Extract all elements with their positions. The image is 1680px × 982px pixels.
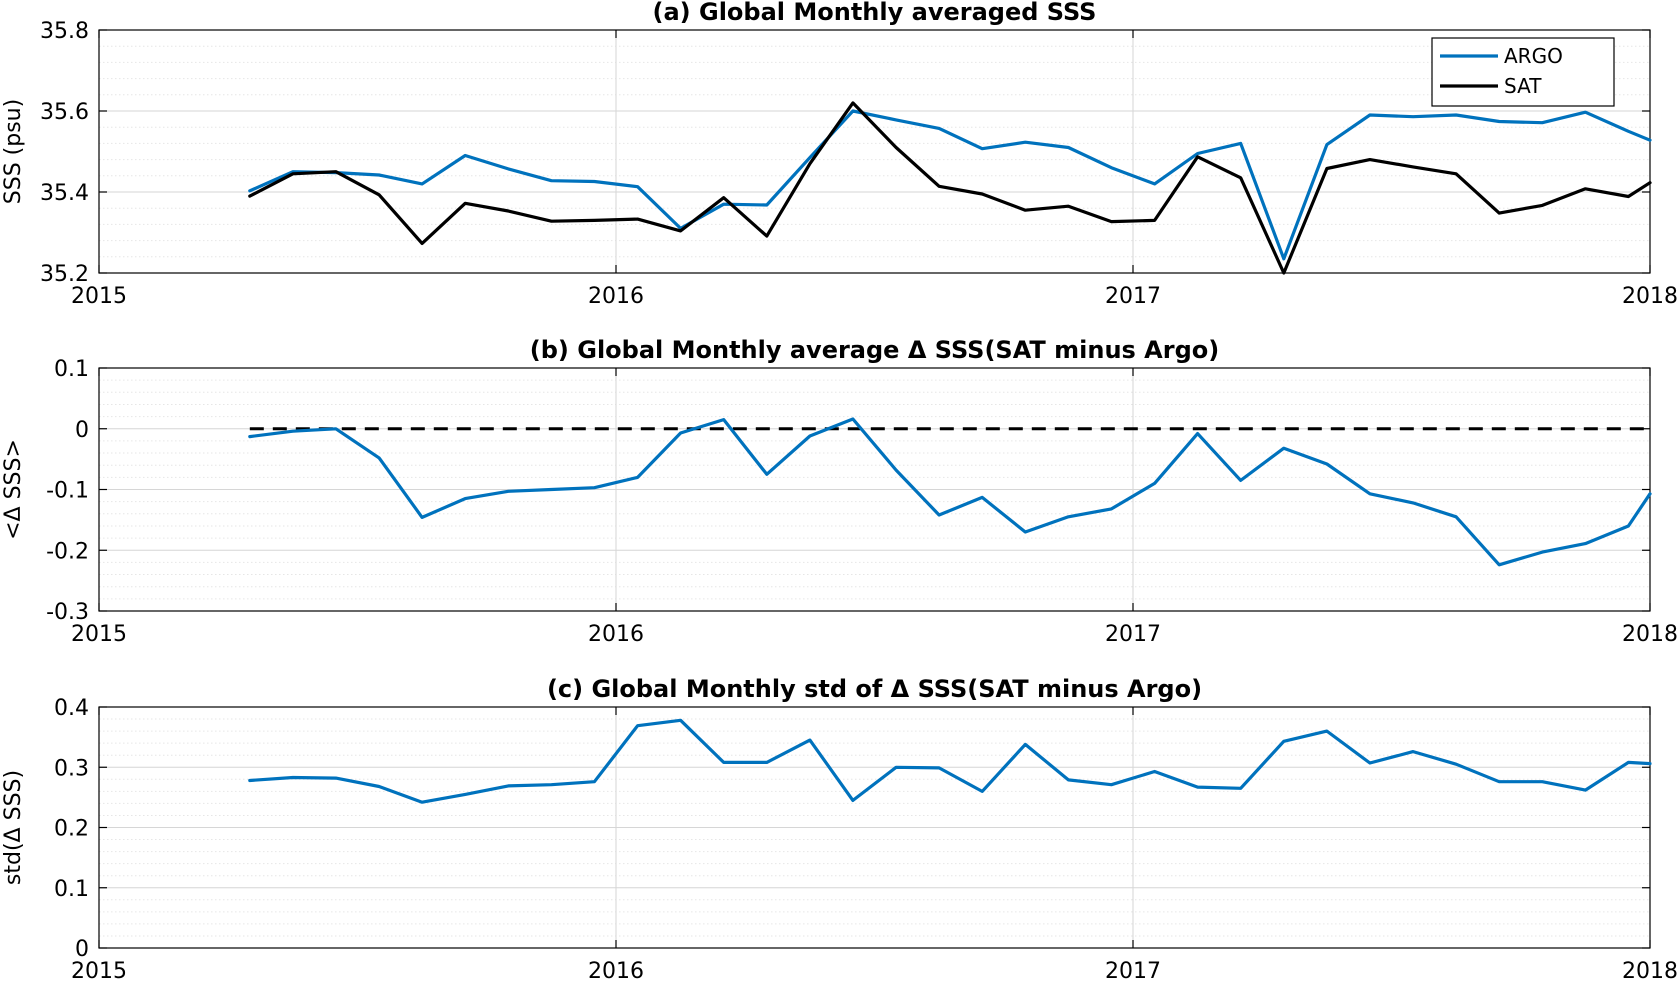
series-line-delta-b <box>248 417 1652 567</box>
series-line-sat-a <box>248 101 1652 275</box>
panel-b: 2015 2016 2017 2018 -0.3 -0.2 -0.1 0 0.1 (b) Glob… <box>1 336 1678 647</box>
y-tick-label-b: -0.2 <box>46 539 89 564</box>
x-tick-label-b: 2015 <box>71 622 127 647</box>
x-tick-label-b: 2018 <box>1622 622 1678 647</box>
y-axis-label-c: std(Δ SSS) <box>1 770 26 885</box>
x-tick-label-a: 2016 <box>588 284 644 309</box>
y-tick-label-c: 0 <box>75 937 89 962</box>
x-tick-label-c: 2015 <box>71 959 127 982</box>
y-axis-label-b: <Δ SSS> <box>1 439 26 540</box>
panel-c: 2015 2016 2017 2018 0 0.1 0.2 0.3 0.4 (c) Global … <box>1 675 1678 982</box>
x-tick-label-b: 2017 <box>1105 622 1161 647</box>
y-tick-label-c: 0.4 <box>54 696 89 721</box>
y-tick-label-c: 0.3 <box>54 756 89 781</box>
y-tick-label-a: 35.4 <box>40 181 89 206</box>
legend-label-sat: SAT <box>1504 74 1542 98</box>
y-tick-label-c: 0.1 <box>54 877 89 902</box>
y-tick-label-b: -0.1 <box>46 479 89 504</box>
axes-box-a <box>98 29 1651 274</box>
chart-title-b: (b) Global Monthly average Δ SSS(SAT min… <box>530 336 1219 364</box>
y-tick-label-b: -0.3 <box>46 600 89 625</box>
y-tick-label-c: 0.2 <box>54 817 89 842</box>
legend-box <box>1431 37 1615 107</box>
legend-label-argo: ARGO <box>1504 44 1563 68</box>
x-tick-label-c: 2016 <box>588 959 644 982</box>
y-axis-label-a: SSS (psu) <box>1 99 26 204</box>
y-tick-label-a: 35.6 <box>40 100 89 125</box>
chart-title-c: (c) Global Monthly std of Δ SSS(SAT minu… <box>547 675 1202 703</box>
y-tick-label-b: 0.1 <box>54 357 89 382</box>
series-line-delta-c <box>248 718 1652 804</box>
x-tick-label-c: 2018 <box>1622 959 1678 982</box>
y-tick-label-a: 35.2 <box>40 262 89 287</box>
x-tick-label-a: 2018 <box>1622 284 1678 309</box>
x-tick-label-a: 2015 <box>71 284 127 309</box>
y-tick-label-b: 0 <box>75 418 89 443</box>
panel-a: 2015 2016 2017 2018 35.2 35.4 35.6 35.8 (a) Glob… <box>1 0 1678 309</box>
x-tick-label-c: 2017 <box>1105 959 1161 982</box>
x-tick-label-a: 2017 <box>1105 284 1161 309</box>
legend: ARGO SAT <box>1431 37 1615 107</box>
series-line-argo-a <box>248 109 1652 261</box>
y-tick-label-a: 35.8 <box>40 19 89 44</box>
chart-title-a: (a) Global Monthly averaged SSS <box>653 0 1097 26</box>
x-tick-label-b: 2016 <box>588 622 644 647</box>
